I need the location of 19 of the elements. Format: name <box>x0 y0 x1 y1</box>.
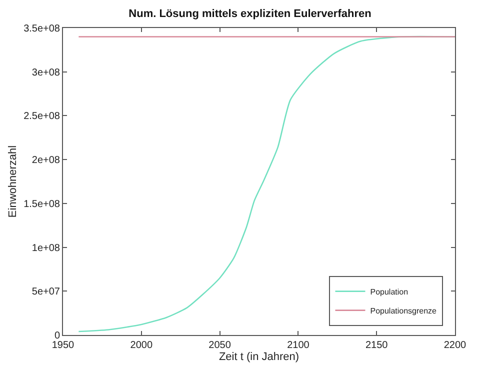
x-tick-label: 2200 <box>444 340 467 351</box>
x-tick-label: 2150 <box>365 340 388 351</box>
legend-label: Populationsgrenze <box>370 306 438 316</box>
y-tick-label: 1.5e+08 <box>24 198 60 210</box>
x-tick-label: 2000 <box>130 340 153 351</box>
x-tick-label: 2050 <box>208 340 232 351</box>
y-tick-label: 1e+08 <box>32 242 60 254</box>
y-axis-title: Einwohnerzahl <box>7 145 20 218</box>
chart-title: Num. Lösung mittels expliziten Eulerverfahren <box>128 8 372 20</box>
y-tick-label: 5e+07 <box>32 286 60 298</box>
x-tick-label: 2100 <box>287 340 310 351</box>
y-tick-label: 2e+08 <box>32 155 60 166</box>
y-tick-label: 0 <box>54 330 60 342</box>
y-tick-label: 3.5e+08 <box>24 24 60 34</box>
y-tick-label: 2.5e+08 <box>24 111 60 122</box>
x-axis-title: Zeit t (in Jahren) <box>218 351 300 364</box>
y-tick-label: 3e+08 <box>32 67 60 78</box>
x-tick-label: 1950 <box>52 340 75 351</box>
legend-label: Population <box>370 287 408 296</box>
